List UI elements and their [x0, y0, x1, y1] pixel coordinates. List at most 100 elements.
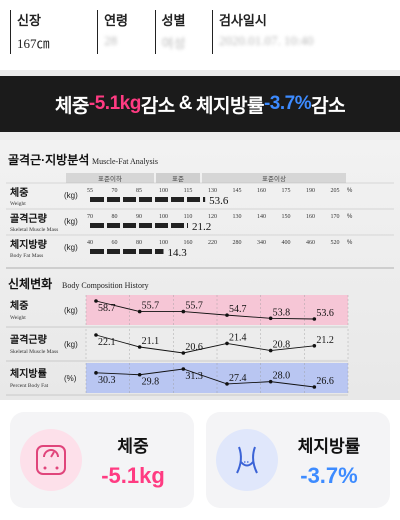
- history-3-label: 체지방률: [10, 367, 47, 380]
- fat-card-label: 체지방률: [297, 436, 361, 456]
- age-value: 28: [104, 33, 118, 48]
- analysis-2-tick-130: 130: [233, 214, 242, 220]
- history-1-value-2: 55.7: [142, 301, 160, 312]
- history-1-value-4: 54.7: [229, 304, 247, 315]
- age-label: 연령: [104, 13, 129, 28]
- analysis-2-bar-gap: [136, 223, 139, 228]
- history-2-point: [268, 348, 273, 353]
- analysis-title-kr: 골격근·지방분석: [8, 152, 89, 167]
- analysis-2-bar-gap: [152, 223, 155, 228]
- history-2-point: [94, 333, 98, 337]
- gender-value: 여성: [161, 36, 186, 51]
- analysis-1-bar-gap: [184, 197, 187, 202]
- analysis-1-bar-gap: [152, 197, 155, 202]
- analysis-2-tick-90: 90: [136, 214, 142, 220]
- analysis-3-value: 14.3: [168, 247, 188, 259]
- history-2-point: [225, 341, 229, 346]
- analysis-3-bar-gap: [104, 249, 107, 254]
- banner-decrease-text-1: 감소: [140, 95, 175, 117]
- history-3-value-5: 28.0: [273, 371, 291, 382]
- analysis-1-bar-gap: [168, 197, 171, 202]
- history-1-value-1: 58.7: [98, 303, 116, 314]
- analysis-3-bar-gap: [120, 249, 123, 254]
- waist-icon-svg: [236, 446, 258, 474]
- banner-fat-text: 체지방률: [196, 95, 264, 117]
- history-3-value-6: 26.6: [316, 376, 334, 387]
- analysis-2-bar-gap: [120, 223, 123, 228]
- analysis-2-tick-110: 110: [184, 214, 193, 220]
- banner-weight-text: 체중: [54, 95, 89, 117]
- gender-label: 성별: [161, 13, 186, 28]
- analysis-1-bar-gap: [120, 197, 123, 202]
- fat-card-value: -3.7%: [300, 462, 358, 488]
- history-3-value-2: 29.8: [142, 377, 160, 388]
- analysis-3-tick-340: 340: [257, 240, 266, 246]
- result-banner: 체중 -5.1kg 감소 & 체지방률 -3.7% 감소: [0, 76, 400, 132]
- analysis-3-label-en: Body Fat Mass: [10, 253, 43, 259]
- fat-card: 체지방률 -3.7%: [206, 412, 390, 508]
- history-1-value-5: 53.8: [273, 307, 291, 318]
- analysis-3-bar-gap: [136, 249, 139, 254]
- history-1-point: [268, 316, 273, 321]
- analysis-1-tick-205: 205: [331, 188, 340, 194]
- history-3-point: [312, 385, 317, 389]
- history-3-value-1: 30.3: [98, 375, 116, 386]
- printout-svg: 골격근·지방분석 Muscle-Fat Analysis 표준이하 표준 표준이…: [6, 152, 394, 396]
- band-high-label: 표준이상: [262, 174, 286, 183]
- analysis-3-tick-60: 60: [112, 240, 118, 246]
- analysis-1-value: 53.6: [209, 195, 229, 207]
- analysis-1-label: 체중: [10, 186, 28, 199]
- history-1-point: [137, 309, 142, 314]
- inbody-printout: 골격근·지방분석 Muscle-Fat Analysis 표준이하 표준 표준이…: [0, 140, 400, 400]
- history-title-en: Body Composition History: [62, 281, 149, 290]
- analysis-2-tick-120: 120: [208, 214, 217, 220]
- analysis-1-tick-unit: %: [347, 188, 353, 194]
- analysis-3-tick-unit: %: [347, 240, 353, 246]
- history-3-line: [95, 368, 315, 388]
- analysis-2-tick-140: 140: [257, 214, 266, 220]
- history-2-label-en: Skeletal Muscle Mass: [10, 349, 58, 355]
- history-1-point: [312, 317, 317, 321]
- history-3-point: [225, 382, 229, 386]
- history-3-point: [137, 372, 142, 377]
- analysis-2-label: 골격근량: [10, 212, 48, 225]
- analysis-1-tick-160: 160: [257, 188, 266, 194]
- band-low-bg: [66, 173, 154, 183]
- analysis-3-unit: (kg): [64, 243, 78, 252]
- history-2-unit: (kg): [64, 340, 78, 349]
- analysis-1-label-en: Weight: [10, 201, 26, 207]
- scale-icon-svg: [36, 445, 66, 475]
- analysis-1-bar-gap: [200, 197, 203, 202]
- history-2-value-1: 22.1: [98, 337, 116, 348]
- height-cell: 신장 167㎝: [10, 10, 97, 54]
- analysis-3-tick-160: 160: [184, 240, 193, 246]
- analysis-2-tick-70: 70: [87, 214, 93, 220]
- analysis-3-tick-40: 40: [87, 240, 93, 246]
- history-1-label-en: Weight: [10, 315, 26, 321]
- history-1-line: [95, 300, 315, 320]
- history-2-label: 골격근량: [10, 333, 48, 346]
- weight-card-value: -5.1kg: [101, 462, 165, 488]
- analysis-2-bar-gap: [168, 223, 171, 228]
- banner-fat-change: -3.7%: [263, 93, 312, 114]
- analysis-3-tick-400: 400: [282, 240, 291, 246]
- history-2-point: [312, 344, 317, 348]
- age-cell: 연령 28: [97, 10, 154, 54]
- analysis-2-unit: (kg): [64, 217, 78, 226]
- analysis-2-tick-100: 100: [159, 214, 168, 220]
- history-2-value-5: 20.8: [273, 340, 291, 351]
- history-2-value-2: 21.1: [142, 336, 160, 347]
- analysis-1-tick-100: 100: [159, 188, 168, 194]
- history-3-value-3: 31.3: [185, 371, 203, 382]
- analysis-2-bar-gap: [184, 223, 187, 228]
- analysis-2-tick-160: 160: [306, 214, 315, 220]
- analysis-1-unit: (kg): [64, 191, 78, 200]
- history-title-kr: 신체변화: [8, 276, 52, 291]
- analysis-2-tick-unit: %: [347, 214, 353, 220]
- analysis-1-tick-85: 85: [136, 188, 142, 194]
- history-2-value-4: 21.4: [229, 332, 247, 343]
- history-rows: 체중 Weight (kg) 58.7 55.7 55.7 54.7 53.8 53.6 골격근량…: [6, 295, 349, 396]
- analysis-3-tick-460: 460: [306, 240, 315, 246]
- analysis-title-en: Muscle-Fat Analysis: [92, 157, 158, 166]
- history-3-point: [268, 379, 273, 384]
